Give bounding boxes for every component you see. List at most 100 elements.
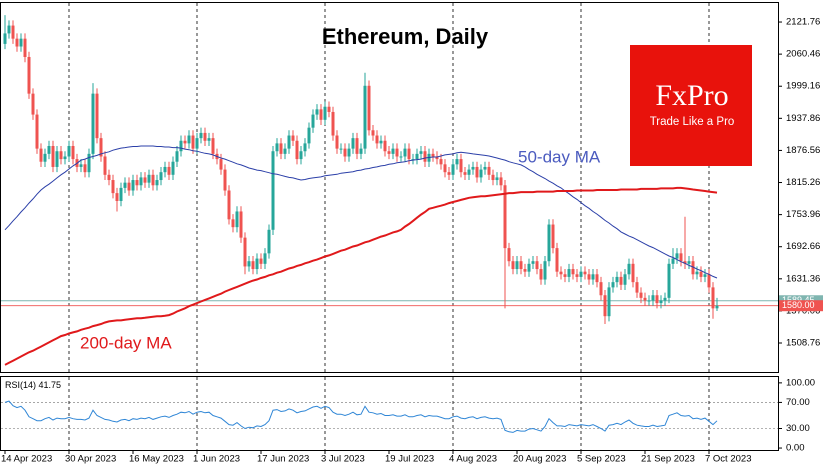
candle-body: [351, 138, 355, 149]
candle-body: [491, 174, 495, 181]
candle-body: [599, 282, 603, 296]
candle-body: [275, 143, 279, 152]
x-tick-label: 3 Jul 2023: [321, 454, 365, 465]
candle-body: [631, 263, 635, 283]
candle-body: [711, 287, 715, 309]
candle-body: [623, 274, 627, 285]
candle-body: [191, 135, 195, 149]
y-tick-label: 1999.16: [786, 81, 820, 92]
candle-body: [595, 274, 599, 283]
candle-body: [235, 211, 239, 228]
candle-body: [171, 161, 175, 175]
candle-body: [479, 169, 483, 178]
y-tick-label: 1753.96: [786, 209, 820, 220]
candle-body: [107, 174, 111, 181]
candle-body: [331, 111, 335, 136]
candle-body: [183, 140, 187, 144]
candle-body: [163, 166, 167, 173]
y-tick-label: 2060.46: [786, 49, 820, 60]
candle-body: [527, 263, 531, 272]
candle-body: [79, 164, 83, 167]
candle-body: [447, 172, 451, 175]
candle-body: [91, 93, 95, 154]
candle-body: [683, 261, 687, 264]
candle-body: [695, 271, 699, 275]
rsi-line: [4, 400, 718, 433]
candle-body: [339, 148, 343, 150]
candle-body: [467, 169, 471, 175]
x-tick-label: 30 Apr 2023: [65, 454, 116, 465]
candle-body: [419, 151, 423, 154]
candle-body: [219, 159, 223, 170]
candle-body: [211, 138, 215, 154]
rsi-panel: [0, 376, 779, 451]
x-tick-label: 20 Aug 2023: [513, 454, 566, 465]
candle-body: [287, 135, 291, 149]
candle-body: [263, 253, 267, 264]
candle-body: [519, 261, 523, 270]
candle-body: [615, 276, 619, 283]
candle-body: [431, 153, 435, 157]
candle-body: [87, 153, 91, 173]
candle-body: [147, 174, 151, 183]
candle-body: [707, 274, 711, 288]
x-tick-label: 19 Jul 2023: [385, 454, 434, 465]
candle-body: [659, 300, 663, 304]
text-layer: 2121.76 2060.46 1999.16 1937.86 1876.56 1815.…: [1, 17, 823, 465]
candle-body: [483, 166, 487, 170]
candle-body: [223, 169, 227, 191]
candle-body: [675, 253, 679, 259]
candle-body: [487, 166, 491, 175]
candle-body: [439, 159, 443, 165]
candle-body: [111, 180, 115, 194]
candle-body: [499, 177, 503, 186]
candle-body: [559, 271, 563, 275]
candle-body: [83, 164, 87, 173]
candle-body: [415, 153, 419, 160]
candle-body: [355, 138, 359, 154]
candle-body: [3, 33, 7, 44]
candle-body: [399, 156, 403, 158]
candle-body: [127, 182, 131, 191]
candle-body: [67, 146, 71, 157]
candle-body: [471, 166, 475, 170]
candle-body: [699, 271, 703, 277]
candle-body: [207, 138, 211, 141]
candle-body: [307, 127, 311, 144]
candle-body: [243, 237, 247, 267]
rsi-tick-label: 30.00: [786, 423, 810, 434]
candle-body: [39, 148, 43, 162]
x-tick-label: 17 Jun 2023: [257, 454, 309, 465]
candle-body: [503, 185, 507, 249]
rsi-tick-label: 100.00: [786, 377, 815, 388]
candle-body: [279, 143, 283, 154]
candle-body: [27, 56, 31, 94]
candle-body: [251, 261, 255, 270]
x-tick-label: 4 Aug 2023: [449, 454, 497, 465]
candle-body: [371, 130, 375, 136]
price-line-label: 1580.00: [782, 300, 815, 310]
candle-body: [651, 295, 655, 301]
y-tick-label: 1692.66: [786, 241, 820, 252]
logo-box: [630, 45, 752, 166]
candle-body: [239, 211, 243, 238]
candle-body: [367, 85, 371, 131]
candle-body: [59, 151, 63, 160]
series-label: 200-day MA: [80, 333, 172, 352]
candle-body: [547, 224, 551, 262]
candle-body: [379, 140, 383, 144]
candle-body: [475, 166, 479, 178]
candle-body: [195, 138, 199, 149]
candle-body: [159, 172, 163, 181]
candle-body: [155, 180, 159, 186]
x-tick-label: 14 Apr 2023: [1, 454, 52, 465]
candle-body: [391, 148, 395, 154]
candle-body: [319, 109, 323, 120]
candle-body: [515, 261, 519, 270]
candle-body: [11, 25, 15, 39]
candle-body: [299, 151, 303, 160]
candle-body: [523, 269, 527, 272]
candle-body: [19, 38, 23, 47]
candle-body: [531, 261, 535, 264]
